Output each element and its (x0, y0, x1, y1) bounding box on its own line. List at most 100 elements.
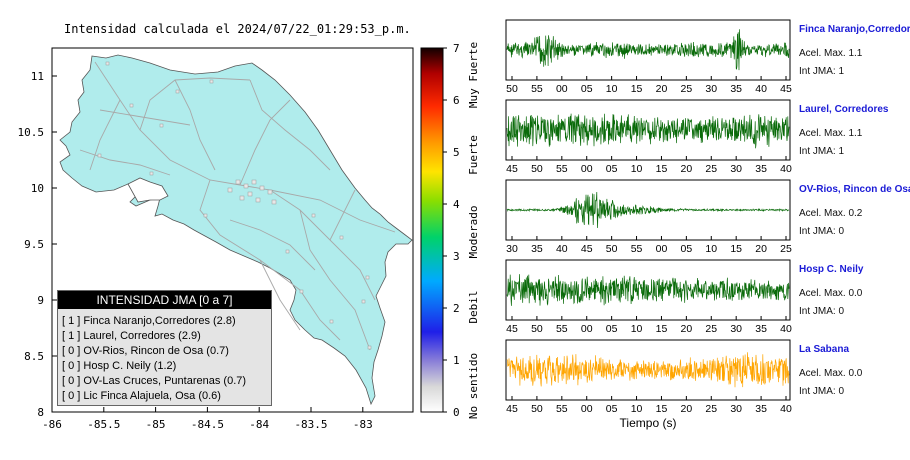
map-y-tick-label: 11 (31, 70, 44, 83)
waveform-tick-label: 35 (755, 323, 767, 335)
intensity-colorbar (420, 47, 444, 413)
waveform-tick-label: 55 (556, 403, 568, 415)
legend-item: [ 1 ] Laurel, Corredores (2.9) (62, 330, 201, 342)
colorbar-tick-label: 5 (453, 146, 460, 159)
waveform-tick-label: 40 (556, 243, 568, 255)
map-y-tick-label: 8.5 (24, 350, 44, 363)
station-max-accel: Acel. Max. 1.1 (799, 128, 863, 139)
map-y-tick-label: 10.5 (18, 126, 45, 139)
waveform-tick-label: 25 (780, 243, 792, 255)
waveform-tick-label: 10 (631, 323, 643, 335)
waveform-tick-label: 35 (755, 403, 767, 415)
waveform-panel: 45 50 55 00 05 10 15 20 25 30 35 40 (505, 99, 792, 175)
station-jma-intensity: Int JMA: 1 (799, 66, 845, 77)
waveform-tick-label: 30 (506, 243, 518, 255)
costa-rica-map (59, 54, 413, 406)
waveform-tick-label: 50 (606, 243, 618, 255)
waveform-tick-label: 30 (730, 163, 742, 175)
legend-box: INTENSIDAD JMA [0 a 7] [ 1 ] Finca Naran… (57, 290, 272, 406)
station-jma-intensity: Int JMA: 1 (799, 146, 845, 157)
waveform-trace (506, 352, 790, 388)
waveform-tick-label: 20 (656, 83, 668, 95)
waveform-tick-label: 10 (606, 83, 618, 95)
waveform-tick-label: 20 (681, 403, 693, 415)
station-name: Finca Naranjo,Corredores (799, 24, 910, 35)
waveform-tick-label: 15 (631, 83, 643, 95)
waveform-tick-label: 05 (606, 163, 618, 175)
colorbar-category-label: Moderado (467, 206, 480, 259)
map-x-tick-label: -85 (146, 418, 166, 431)
waveform-tick-label: 35 (730, 83, 742, 95)
waveform-panel: 30 35 40 45 50 55 00 05 10 15 20 25 (505, 179, 792, 255)
waveform-tick-label: 50 (531, 323, 543, 335)
colorbar-tick-label: 7 (453, 42, 460, 55)
waveform-tick-label: 05 (581, 83, 593, 95)
legend-title: INTENSIDAD JMA [0 a 7] (58, 291, 271, 309)
waveform-x-label: Tiempo (s) (620, 416, 677, 430)
waveform-tick-label: 00 (581, 403, 593, 415)
station-max-accel: Acel. Max. 1.1 (799, 48, 863, 59)
legend-item: [ 0 ] Hosp C. Neily (1.2) (62, 360, 177, 372)
waveform-panels: 50 55 00 05 10 15 20 25 30 35 40 45 45 50 55 00 05 10 15 20… (505, 19, 792, 415)
waveform-tick-label: 00 (581, 163, 593, 175)
legend-item: [ 0 ] OV-Las Cruces, Puntarenas (0.7) (62, 375, 247, 387)
map-x-tick-label: -84.5 (191, 418, 224, 431)
station-jma-intensity: Int JMA: 0 (799, 306, 845, 317)
station-max-accel: Acel. Max. 0.0 (799, 368, 863, 379)
waveform-tick-label: 25 (705, 323, 717, 335)
waveform-tick-label: 50 (531, 403, 543, 415)
waveform-tick-label: 25 (705, 163, 717, 175)
map-x-tick-label: -84 (249, 418, 269, 431)
nicoya-gulf-water (127, 177, 169, 203)
station-jma-intensity: Int JMA: 0 (799, 226, 845, 237)
waveform-tick-label: 15 (656, 163, 668, 175)
map-x-tick-label: -83 (353, 418, 373, 431)
station-name: Hosp C. Neily (799, 264, 864, 275)
waveform-tick-label: 10 (705, 243, 717, 255)
waveform-tick-label: 55 (556, 163, 568, 175)
waveform-panel: 50 55 00 05 10 15 20 25 30 35 40 45 (505, 19, 792, 95)
waveform-tick-label: 15 (656, 323, 668, 335)
waveform-tick-label: 05 (681, 243, 693, 255)
colorbar-labels: No sentido Debil Moderado Fuerte Muy Fuerte (467, 42, 480, 419)
colorbar-tick-label: 0 (453, 406, 460, 419)
map-y-tick-label: 9.5 (24, 238, 44, 251)
colorbar-tick-label: 1 (453, 354, 460, 367)
chart-title: Intensidad calculada el 2024/07/22_01:29… (64, 22, 411, 36)
waveform-tick-label: 35 (531, 243, 543, 255)
colorbar-ticks: 0 1 2 3 4 5 6 7 (443, 42, 460, 419)
map-y-tick-label: 9 (37, 294, 44, 307)
colorbar-category-label: Fuerte (467, 135, 480, 175)
waveform-tick-label: 55 (556, 323, 568, 335)
legend-item: [ 0 ] OV-Rios, Rincon de Osa (0.7) (62, 345, 229, 357)
map-x-tick-label: -85.5 (87, 418, 120, 431)
colorbar-tick-label: 6 (453, 94, 460, 107)
map-x-axis: -86 -85.5 -85 -84.5 -84 -83.5 -83 (42, 407, 373, 431)
colorbar-tick-label: 4 (453, 198, 460, 211)
map-y-tick-label: 8 (37, 406, 44, 419)
map-y-tick-label: 10 (31, 182, 44, 195)
waveform-tick-label: 55 (631, 243, 643, 255)
colorbar-tick-label: 2 (453, 302, 460, 315)
station-name: La Sabana (799, 344, 850, 355)
waveform-tick-label: 25 (705, 403, 717, 415)
colorbar-category-label: Muy Fuerte (467, 42, 480, 108)
road-network (79, 61, 396, 351)
waveform-tick-label: 50 (506, 83, 518, 95)
city-markers (97, 61, 372, 350)
waveform-tick-label: 45 (506, 323, 518, 335)
waveform-tick-label: 50 (531, 163, 543, 175)
waveform-tick-label: 20 (681, 163, 693, 175)
station-jma-intensity: Int JMA: 0 (799, 386, 845, 397)
waveform-tick-label: 15 (730, 243, 742, 255)
waveform-tick-label: 40 (755, 83, 767, 95)
waveform-tick-label: 10 (631, 403, 643, 415)
waveform-tick-label: 20 (755, 243, 767, 255)
waveform-trace (506, 113, 790, 149)
colorbar-category-label: No sentido (467, 353, 480, 419)
waveform-tick-label: 20 (681, 323, 693, 335)
map-x-tick-label: -86 (42, 418, 62, 431)
waveform-tick-label: 45 (780, 83, 792, 95)
map-frame (51, 47, 414, 413)
waveform-tick-label: 00 (556, 83, 568, 95)
